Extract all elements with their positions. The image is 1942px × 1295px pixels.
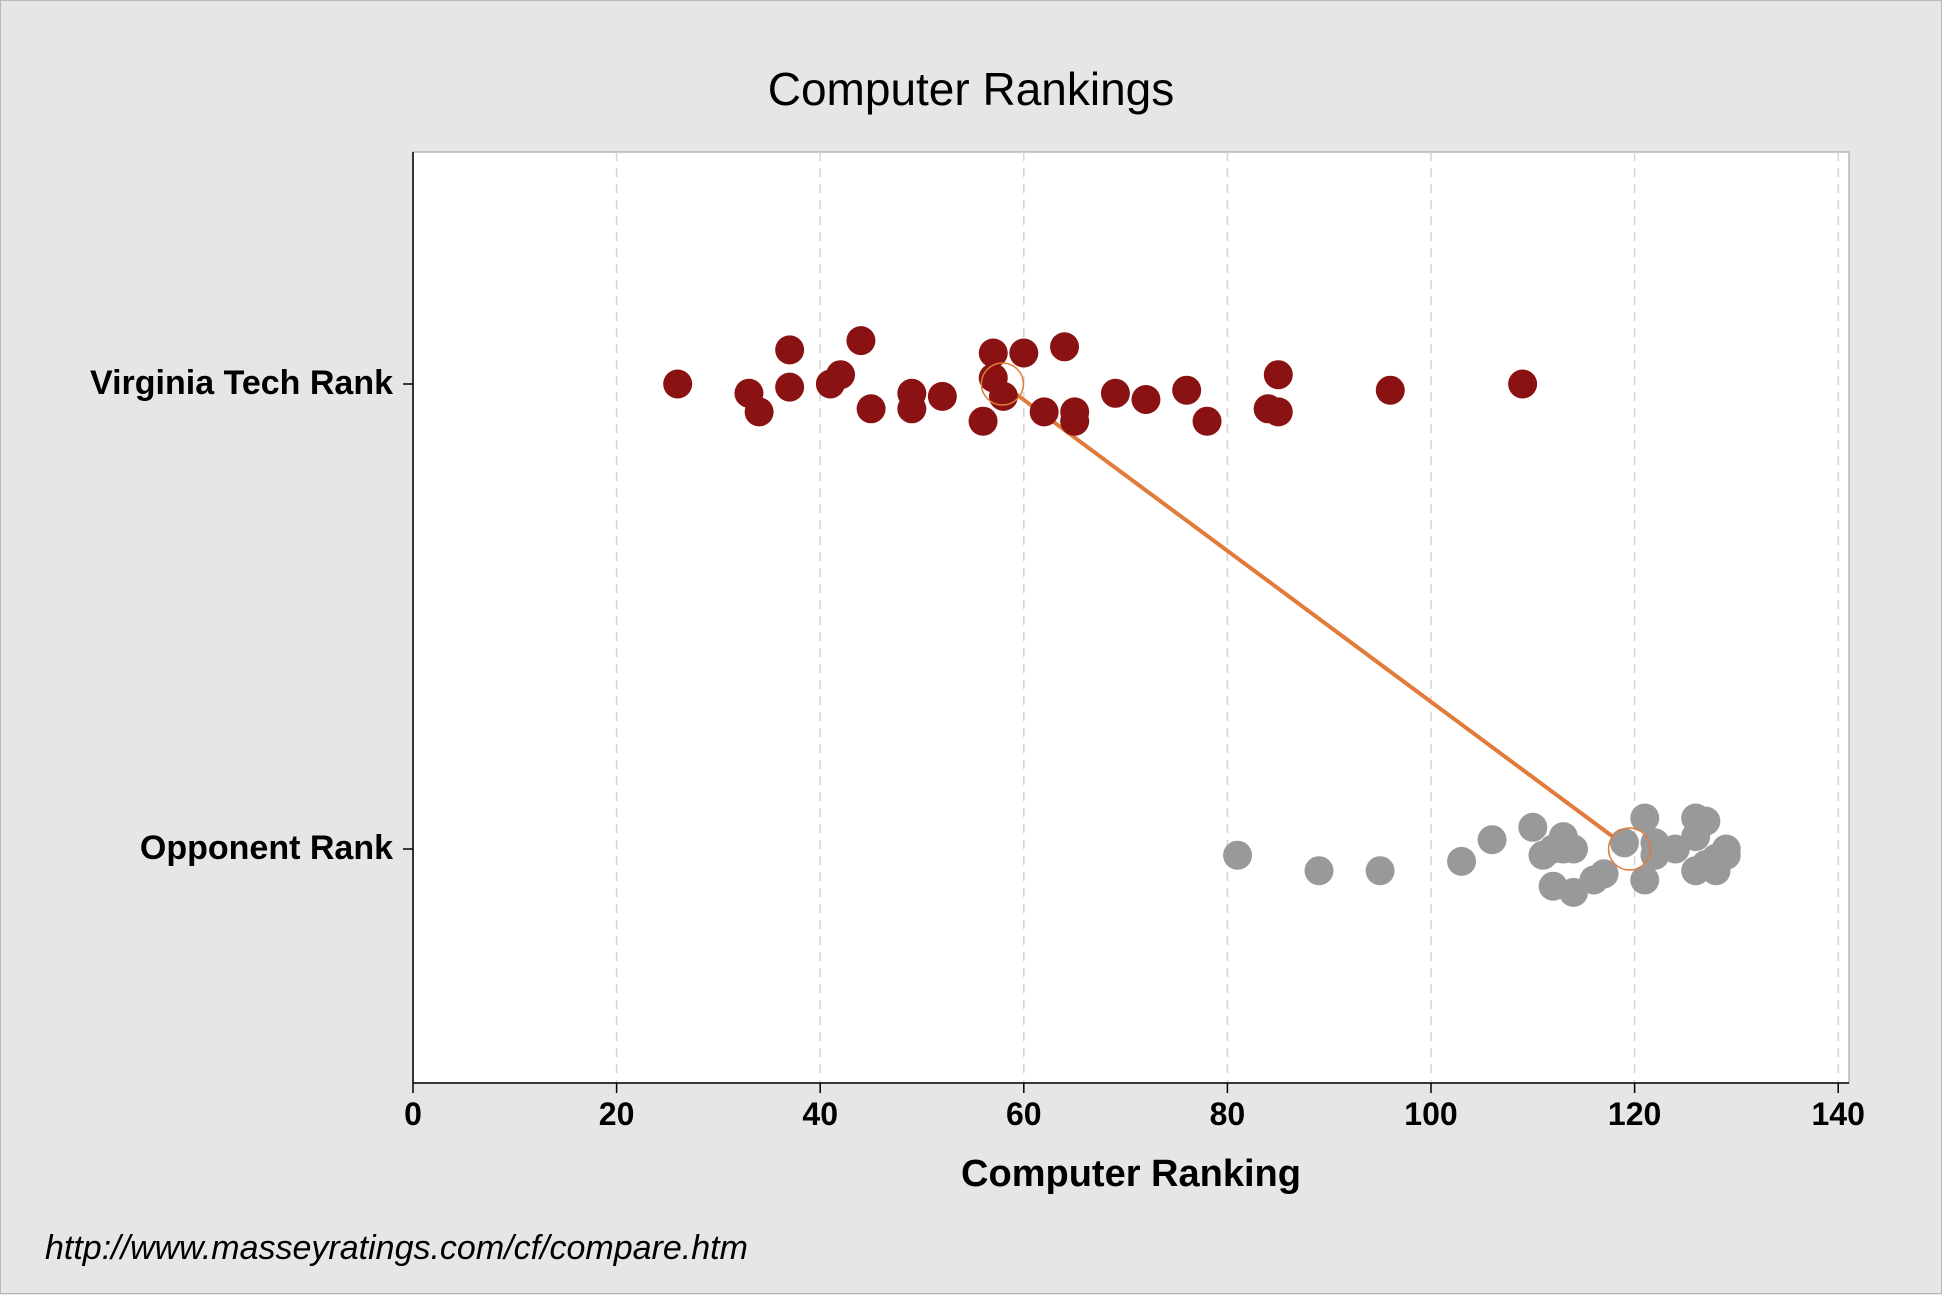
x-tick-label: 20: [599, 1096, 635, 1132]
mean-marker: [1607, 827, 1652, 871]
data-point: [744, 397, 774, 427]
data-point: [856, 394, 886, 424]
plot-area: [412, 151, 1850, 1084]
x-tick-label: 80: [1210, 1096, 1246, 1132]
data-point: [1518, 812, 1548, 842]
data-point: [1263, 360, 1293, 390]
mean-marker: [980, 362, 1025, 406]
data-point: [1223, 840, 1253, 870]
data-point: [968, 406, 998, 436]
data-point: [1691, 806, 1721, 836]
data-point: [1375, 375, 1405, 405]
data-point: [1029, 397, 1059, 427]
data-point: [1365, 856, 1395, 886]
data-point: [988, 381, 1018, 411]
mean-markers: [980, 362, 1652, 871]
data-point: [1609, 828, 1639, 858]
series-virginia-tech: [663, 326, 1538, 436]
x-tick-label: 60: [1006, 1096, 1042, 1132]
y-category-label-vt: Virginia Tech Rank: [90, 364, 393, 402]
x-tick-label: 40: [802, 1096, 838, 1132]
data-point: [663, 369, 693, 399]
series-opponent: [1223, 803, 1741, 907]
data-point: [1711, 840, 1741, 870]
x-tick-label: 0: [404, 1096, 422, 1132]
x-tick-label: 120: [1608, 1096, 1661, 1132]
x-tick-label: 100: [1404, 1096, 1457, 1132]
data-point: [1304, 856, 1334, 886]
data-point: [1050, 332, 1080, 362]
gridlines: [615, 152, 1839, 1083]
x-axis: 0 20 40 60 80 100 120 140: [404, 1082, 1865, 1132]
data-point: [978, 338, 1008, 368]
data-point: [1508, 369, 1538, 399]
data-point: [1009, 338, 1039, 368]
mean-connect-line-segment: [1001, 382, 1631, 851]
data-point: [1263, 397, 1293, 427]
x-axis-label: Computer Ranking: [961, 1153, 1301, 1195]
data-point: [1447, 846, 1477, 876]
data-point: [1192, 406, 1222, 436]
data-point: [927, 381, 957, 411]
data-points: [663, 326, 1741, 907]
data-point: [897, 394, 927, 424]
data-point: [775, 335, 805, 365]
data-point: [1477, 825, 1507, 855]
data-point: [1131, 385, 1161, 414]
y-axis: Virginia Tech Rank Opponent Rank: [90, 152, 414, 1083]
mean-connect-line: [1001, 382, 1631, 851]
chart-title: Computer Rankings: [768, 63, 1175, 115]
data-point: [826, 360, 856, 390]
source-url: http://www.masseyratings.com/cf/compare.…: [45, 1229, 748, 1267]
data-point: [1589, 859, 1619, 889]
data-point: [1559, 834, 1589, 864]
data-point: [1100, 378, 1130, 408]
data-point: [846, 326, 876, 356]
x-tick-label: 140: [1812, 1096, 1865, 1132]
data-point: [1630, 803, 1660, 833]
data-point: [775, 372, 805, 402]
data-point: [1060, 406, 1090, 436]
data-point: [1172, 375, 1202, 405]
y-category-label-opponent: Opponent Rank: [140, 829, 393, 867]
data-point: [1630, 865, 1660, 895]
